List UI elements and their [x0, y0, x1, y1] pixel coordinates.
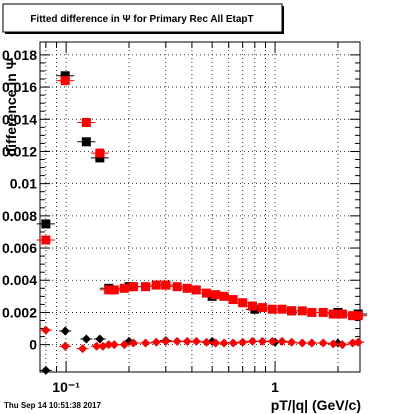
- data-point: [172, 336, 182, 346]
- data-point: [337, 340, 347, 350]
- data-point: [257, 303, 267, 313]
- data-point: [41, 219, 51, 229]
- data-point: [307, 338, 317, 348]
- x-axis-label: pT/|q| (GeV/c): [271, 397, 361, 413]
- data-point: [41, 365, 51, 375]
- data-point: [277, 304, 287, 314]
- data-point: [60, 341, 70, 351]
- data-point: [128, 282, 138, 292]
- data-point: [119, 283, 129, 293]
- y-tick-label: 0.014: [2, 111, 37, 127]
- y-tick-label: 0.008: [2, 208, 37, 224]
- x-tick-label: 10⁻¹: [52, 379, 80, 395]
- data-point: [161, 336, 171, 346]
- data-point: [109, 285, 119, 295]
- data-point: [238, 337, 248, 347]
- data-points: [36, 71, 368, 375]
- y-tick-label: 0.004: [2, 272, 37, 288]
- data-point: [297, 338, 307, 348]
- data-point: [348, 338, 358, 348]
- data-point: [60, 71, 70, 81]
- y-tick-label: 0.018: [2, 47, 37, 63]
- y-axis-label: difference in Ψ: [3, 58, 19, 156]
- data-point: [219, 338, 229, 348]
- data-point: [267, 336, 277, 346]
- y-tick-label: 0.012: [2, 143, 37, 159]
- data-point: [228, 295, 238, 305]
- data-point: [41, 235, 51, 245]
- data-point: [60, 326, 70, 336]
- data-point: [307, 307, 317, 317]
- data-point: [95, 148, 105, 158]
- title-shadow-bottom: [5, 32, 284, 34]
- data-point: [191, 285, 201, 295]
- data-point: [248, 336, 258, 346]
- title-shadow-right: [282, 6, 284, 34]
- title-frame: [2, 3, 283, 33]
- data-point: [81, 117, 91, 127]
- grid: [40, 42, 360, 372]
- data-point: [92, 341, 102, 351]
- data-point: [297, 306, 307, 316]
- data-point: [318, 307, 328, 317]
- data-point: [328, 339, 338, 349]
- y-tick-label: 0.01: [10, 176, 37, 192]
- timestamp: Thu Sep 14 10:51:38 2017: [4, 401, 101, 410]
- y-tick-label: 0.006: [2, 240, 37, 256]
- data-point: [287, 306, 297, 316]
- data-point: [353, 311, 363, 321]
- data-point: [228, 338, 238, 348]
- chart-title: Fitted difference in Ψ for Primary Rec A…: [30, 14, 253, 25]
- data-point: [238, 298, 248, 308]
- data-point: [318, 338, 328, 348]
- data-point: [151, 337, 161, 347]
- y-tick-label: 0.002: [2, 304, 37, 320]
- data-point: [78, 344, 88, 354]
- data-point: [353, 337, 363, 347]
- data-point: [81, 334, 91, 344]
- data-point: [328, 309, 338, 319]
- data-point: [95, 153, 105, 163]
- data-point: [60, 76, 70, 86]
- title-box: Fitted difference in Ψ for Primary Rec A…: [2, 3, 284, 34]
- data-point: [287, 337, 297, 347]
- series-2: [36, 76, 368, 321]
- data-point: [119, 340, 129, 350]
- data-point: [277, 336, 287, 346]
- data-point: [128, 338, 138, 348]
- data-point: [182, 336, 192, 346]
- data-point: [191, 336, 201, 346]
- series-3: [39, 325, 365, 354]
- data-point: [81, 137, 91, 147]
- y-tick-label: 0.016: [2, 79, 37, 95]
- data-point: [337, 309, 347, 319]
- data-point: [161, 280, 171, 290]
- data-point: [172, 282, 182, 292]
- data-point: [141, 282, 151, 292]
- data-point: [41, 325, 51, 335]
- data-point: [151, 280, 161, 290]
- data-point: [182, 283, 192, 293]
- plot-frame: [39, 41, 361, 373]
- y-ticks: 0 0.002 0.004 0.006 0.008 0.01 0.012 0.014 0.016…: [2, 47, 360, 353]
- data-point: [141, 338, 151, 348]
- x-tick-label: 1: [271, 379, 279, 395]
- data-point: [211, 338, 221, 348]
- data-point: [95, 334, 105, 344]
- y-tick-label: 0: [29, 337, 37, 353]
- data-point: [267, 304, 277, 314]
- data-point: [202, 288, 212, 298]
- data-point: [257, 336, 267, 346]
- data-point: [219, 291, 229, 301]
- data-point: [248, 301, 258, 311]
- data-point: [109, 340, 119, 350]
- data-point: [211, 290, 221, 300]
- data-point: [202, 337, 212, 347]
